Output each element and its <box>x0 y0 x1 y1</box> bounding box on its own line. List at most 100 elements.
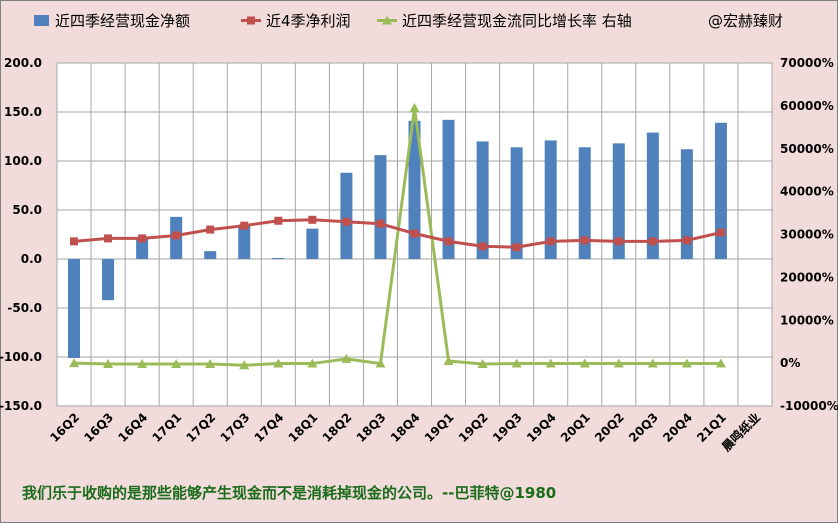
profit-point <box>70 237 79 246</box>
y-left-tick-label: -150.0 <box>0 399 42 413</box>
growth-point <box>69 358 80 368</box>
x-tick-label: 17Q2 <box>184 410 219 445</box>
y-right-tick-label: 0% <box>780 356 800 370</box>
profit-point <box>478 242 487 251</box>
profit-point <box>410 229 419 238</box>
x-tick-label: 20Q3 <box>626 410 661 445</box>
bar <box>204 251 217 259</box>
profit-point <box>104 234 113 243</box>
bar <box>374 155 387 259</box>
x-tick-label: 17Q3 <box>218 410 253 445</box>
profit-point <box>342 217 351 226</box>
x-extra-label: 晨鸣纸业 <box>719 410 764 455</box>
growth-point <box>647 358 658 368</box>
growth-point <box>137 358 148 368</box>
y-left-tick-label: 50.0 <box>12 203 42 217</box>
legend-swatch-growth-marker <box>382 15 392 25</box>
bar <box>714 122 727 259</box>
growth-point <box>443 355 454 365</box>
y-right-tick-label: 70000% <box>780 56 834 70</box>
growth-point <box>239 360 250 370</box>
y-left-tick-label: 0.0 <box>21 252 42 266</box>
y-left-tick-label: 150.0 <box>4 105 42 119</box>
bar <box>102 259 115 301</box>
profit-point <box>512 243 521 252</box>
growth-point <box>273 358 284 368</box>
legend-label-growth: 近四季经营现金流同比增长率 右轴 <box>402 12 632 30</box>
x-tick-label: 18Q2 <box>320 410 355 445</box>
y-left-tick-label: -50.0 <box>7 301 42 315</box>
profit-point <box>240 221 249 230</box>
bar <box>272 258 285 260</box>
bar <box>476 141 489 259</box>
x-tick-label: 17Q4 <box>252 410 287 445</box>
buffett-quote: 我们乐于收购的是那些能够产生现金而不是消耗掉现金的公司。--巴菲特@1980 <box>22 484 557 502</box>
profit-point <box>546 237 555 246</box>
growth-point <box>613 358 624 368</box>
profit-point <box>376 219 385 228</box>
legend-swatch-profit-marker <box>247 16 255 25</box>
profit-point <box>682 236 691 245</box>
growth-line <box>73 107 721 367</box>
x-tick-label: 20Q1 <box>558 410 593 445</box>
profit-point <box>206 225 215 234</box>
x-tick-label: 19Q2 <box>456 410 491 445</box>
y-right-tick-label: 20000% <box>780 270 834 284</box>
x-tick-label: 17Q1 <box>149 410 184 445</box>
bar <box>578 147 591 259</box>
legend: 近四季经营现金净额 近4季净利润 近四季经营现金流同比增长率 右轴 @宏赫臻财 <box>34 12 783 30</box>
profit-point <box>308 215 317 224</box>
growth-point <box>681 358 692 368</box>
profit-point <box>580 236 589 245</box>
x-tick-label: 20Q4 <box>660 410 695 445</box>
x-tick-label: 18Q4 <box>388 410 423 445</box>
y-left-tick-label: -100.0 <box>0 350 42 364</box>
growth-point <box>103 358 114 368</box>
y-right-tick-label: 40000% <box>780 185 834 199</box>
legend-label-bar: 近四季经营现金净额 <box>55 12 190 30</box>
bar <box>442 119 455 259</box>
y-right-tick-label: 60000% <box>780 99 834 113</box>
bar <box>238 224 251 259</box>
y-left-tick-label: 200.0 <box>4 56 42 70</box>
y-left-tick-label: 100.0 <box>4 154 42 168</box>
growth-point <box>511 358 522 368</box>
bar <box>136 237 149 259</box>
growth-point <box>375 358 386 368</box>
growth-point <box>477 358 488 368</box>
x-tick-label: 16Q2 <box>47 410 82 445</box>
bar <box>510 147 523 259</box>
x-tick-label: 16Q4 <box>115 410 150 445</box>
bar <box>340 172 353 259</box>
x-tick-label: 18Q1 <box>286 410 321 445</box>
x-tick-label: 19Q3 <box>490 410 525 445</box>
growth-point <box>307 358 318 368</box>
legend-note: @宏赫臻财 <box>708 12 783 30</box>
profit-point <box>614 237 623 246</box>
growth-point <box>409 103 420 113</box>
profit-point <box>648 237 657 246</box>
y-right-tick-label: 50000% <box>780 142 834 156</box>
legend-label-profit: 近4季净利润 <box>266 12 351 30</box>
bar <box>612 143 625 259</box>
y-right-tick-label: -10000% <box>780 399 838 413</box>
y-right-tick-label: 10000% <box>780 313 834 327</box>
bar <box>680 149 693 259</box>
bar <box>646 132 659 259</box>
bar <box>408 120 421 259</box>
profit-point <box>138 234 147 243</box>
x-tick-label: 19Q4 <box>524 410 559 445</box>
profit-point <box>444 237 453 246</box>
bar <box>544 140 557 259</box>
growth-point <box>579 358 590 368</box>
profit-point <box>172 231 181 240</box>
x-tick-label: 19Q1 <box>422 410 457 445</box>
growth-point <box>545 358 556 368</box>
x-tick-label: 16Q3 <box>81 410 116 445</box>
profit-line <box>73 218 722 249</box>
growth-point <box>715 358 726 368</box>
profit-point <box>716 228 725 237</box>
bar <box>68 259 81 358</box>
profit-point <box>274 216 283 225</box>
x-tick-label: 20Q2 <box>592 410 627 445</box>
